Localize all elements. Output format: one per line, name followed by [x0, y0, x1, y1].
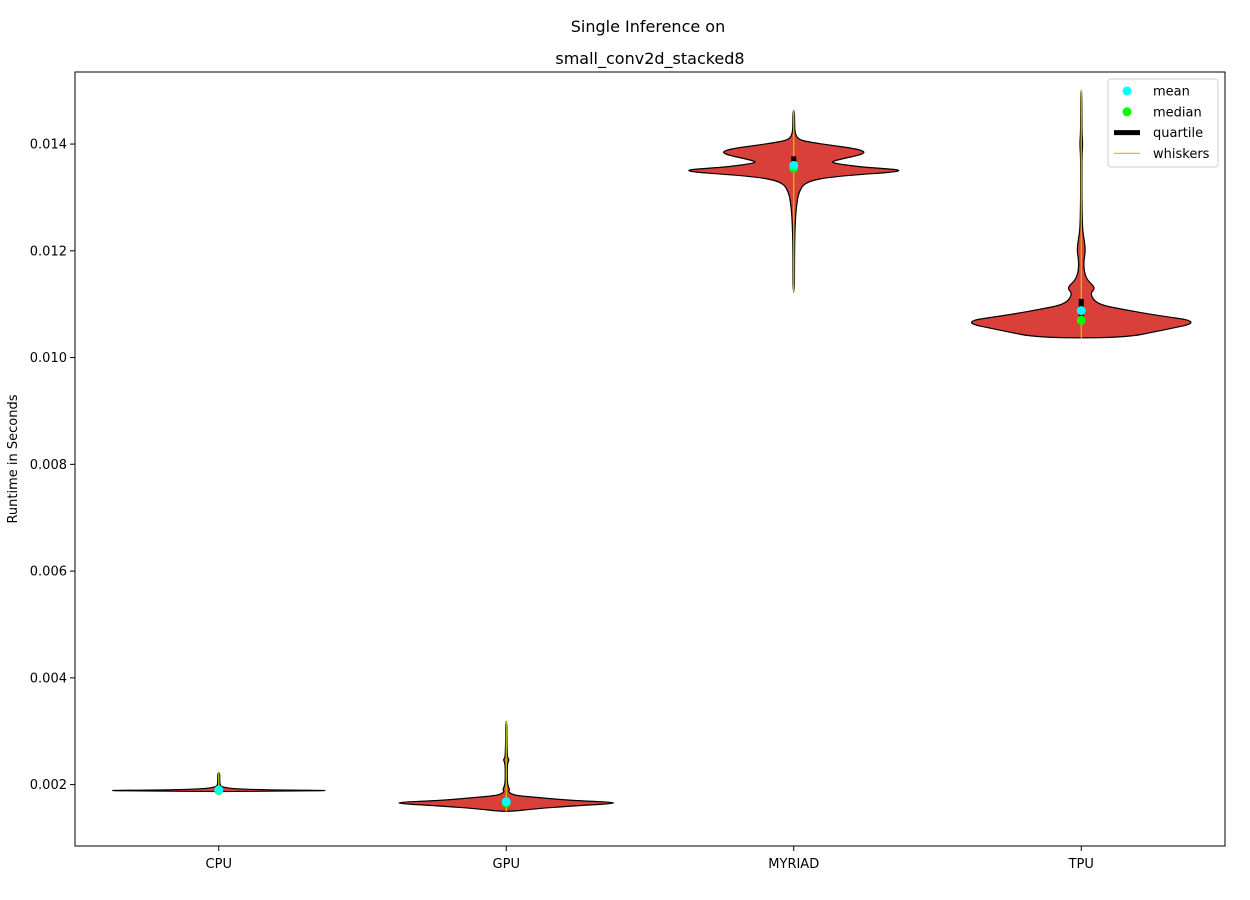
legend-label-whiskers: whiskers — [1153, 147, 1210, 162]
legend-label-mean: mean — [1153, 85, 1190, 100]
mean-tpu — [1076, 306, 1086, 316]
mean-myriad — [789, 160, 799, 170]
y-tick-label: 0.010 — [30, 351, 67, 366]
x-tick-label: MYRIAD — [768, 857, 819, 872]
y-axis-label: Runtime in Seconds — [6, 394, 21, 523]
legend-marker-mean — [1122, 86, 1132, 96]
violin-layer — [112, 90, 1192, 812]
chart-suptitle: Single Inference on — [571, 17, 725, 36]
x-tick-label: CPU — [206, 857, 232, 872]
plot-frame — [74, 71, 1226, 847]
median-tpu — [1076, 315, 1086, 325]
y-tick-label: 0.004 — [30, 671, 67, 686]
legend: mean median quartile whiskers — [1107, 78, 1219, 168]
mean-gpu — [501, 797, 511, 807]
x-tick-label: GPU — [493, 857, 520, 872]
legend-marker-median — [1122, 107, 1132, 117]
x-tick-label: TPU — [1068, 857, 1094, 872]
y-tick-label: 0.014 — [30, 138, 67, 153]
y-axis: 0.002 0.004 0.006 0.008 0.010 0.012 0.014 — [30, 138, 75, 793]
y-tick-label: 0.006 — [30, 565, 67, 580]
y-tick-label: 0.012 — [30, 244, 67, 259]
legend-box — [1107, 78, 1219, 168]
legend-label-quartile: quartile — [1153, 126, 1203, 141]
legend-label-median: median — [1153, 105, 1202, 120]
y-tick-label: 0.002 — [30, 778, 67, 793]
mean-cpu — [214, 785, 224, 795]
x-axis: CPU GPU MYRIAD TPU — [206, 846, 1094, 872]
chart-title: small_conv2d_stacked8 — [555, 49, 744, 69]
y-tick-label: 0.008 — [30, 458, 67, 473]
